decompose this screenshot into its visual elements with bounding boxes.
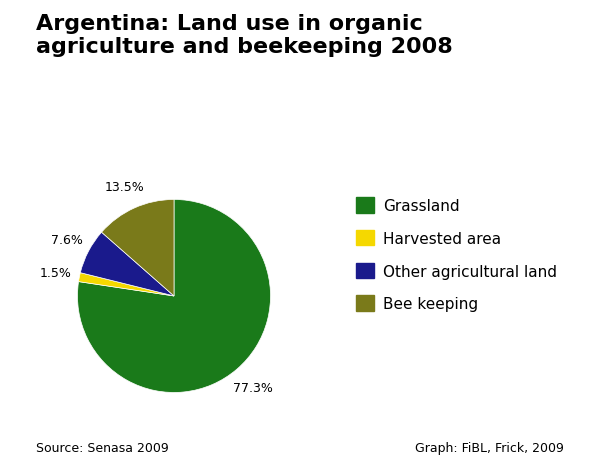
Wedge shape	[101, 200, 174, 296]
Text: 7.6%: 7.6%	[51, 234, 83, 247]
Wedge shape	[79, 273, 174, 296]
Legend: Grassland, Harvested area, Other agricultural land, Bee keeping: Grassland, Harvested area, Other agricul…	[350, 192, 563, 318]
Text: 13.5%: 13.5%	[104, 180, 144, 193]
Text: Graph: FiBL, Frick, 2009: Graph: FiBL, Frick, 2009	[415, 441, 564, 454]
Wedge shape	[80, 233, 174, 296]
Wedge shape	[77, 200, 271, 393]
Text: 77.3%: 77.3%	[233, 381, 272, 394]
Text: Argentina: Land use in organic
agriculture and beekeeping 2008: Argentina: Land use in organic agricultu…	[36, 14, 453, 57]
Text: 1.5%: 1.5%	[40, 266, 71, 279]
Text: Source: Senasa 2009: Source: Senasa 2009	[36, 441, 169, 454]
